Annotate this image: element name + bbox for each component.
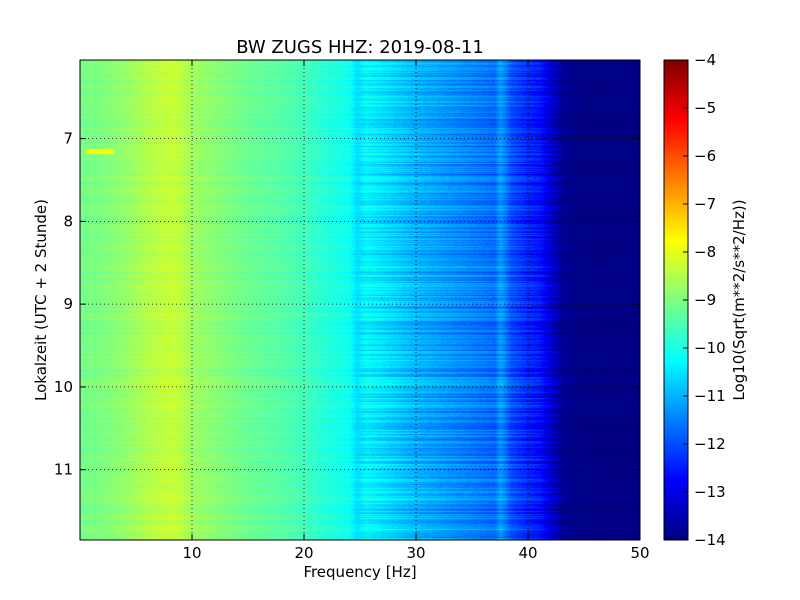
y-axis-label: Lokalzeit (UTC + 2 Stunde) [32,199,50,401]
grid-lines [80,60,640,540]
x-tick-label: 20 [294,544,313,562]
colorbar-tick-label: −9 [694,291,716,309]
y-tick-label: 9 [63,295,73,313]
colorbar-tick-label: −5 [694,99,716,117]
y-tick-label: 10 [54,378,73,396]
y-tick-label: 8 [63,212,73,230]
colorbar-tick-label: −13 [694,483,726,501]
chart-title: BW ZUGS HHZ: 2019-08-11 [236,37,484,58]
colorbar-label: Log10(Sqrt(m**2/s**2/Hz)) [730,199,748,400]
colorbar-tick-label: −11 [694,387,726,405]
x-axis-label: Frequency [Hz] [303,563,416,581]
spectrogram-plot-area [79,59,641,541]
y-tick-label: 11 [54,461,73,479]
colorbar-tick-label: −4 [694,51,716,69]
colorbar-tick-label: −8 [694,243,716,261]
y-tick-label: 7 [63,130,73,148]
x-tick-label: 10 [182,544,201,562]
plot-frame [79,59,641,541]
x-tick-label: 30 [406,544,425,562]
y-axis-ticks: 7 8 9 10 11 [54,130,640,479]
colorbar-tick-label: −14 [694,531,726,549]
colorbar: −4 −5 −6 −7 −8 −9 −10 −11 −12 −13 −14 Log10(Sqrt(m… [663,51,748,549]
colorbar-tick-label: −6 [694,147,716,165]
x-axis-ticks: 10 20 30 40 50 [182,60,650,562]
colorbar-tick-label: −12 [694,435,726,453]
colorbar-ticks: −4 −5 −6 −7 −8 −9 −10 −11 −12 −13 −14 [683,51,726,549]
colorbar-tick-label: −10 [694,339,726,357]
x-tick-label: 50 [630,544,649,562]
spectrogram-heatmap [80,60,640,540]
colorbar-tick-label: −7 [694,195,716,213]
x-tick-label: 40 [518,544,537,562]
